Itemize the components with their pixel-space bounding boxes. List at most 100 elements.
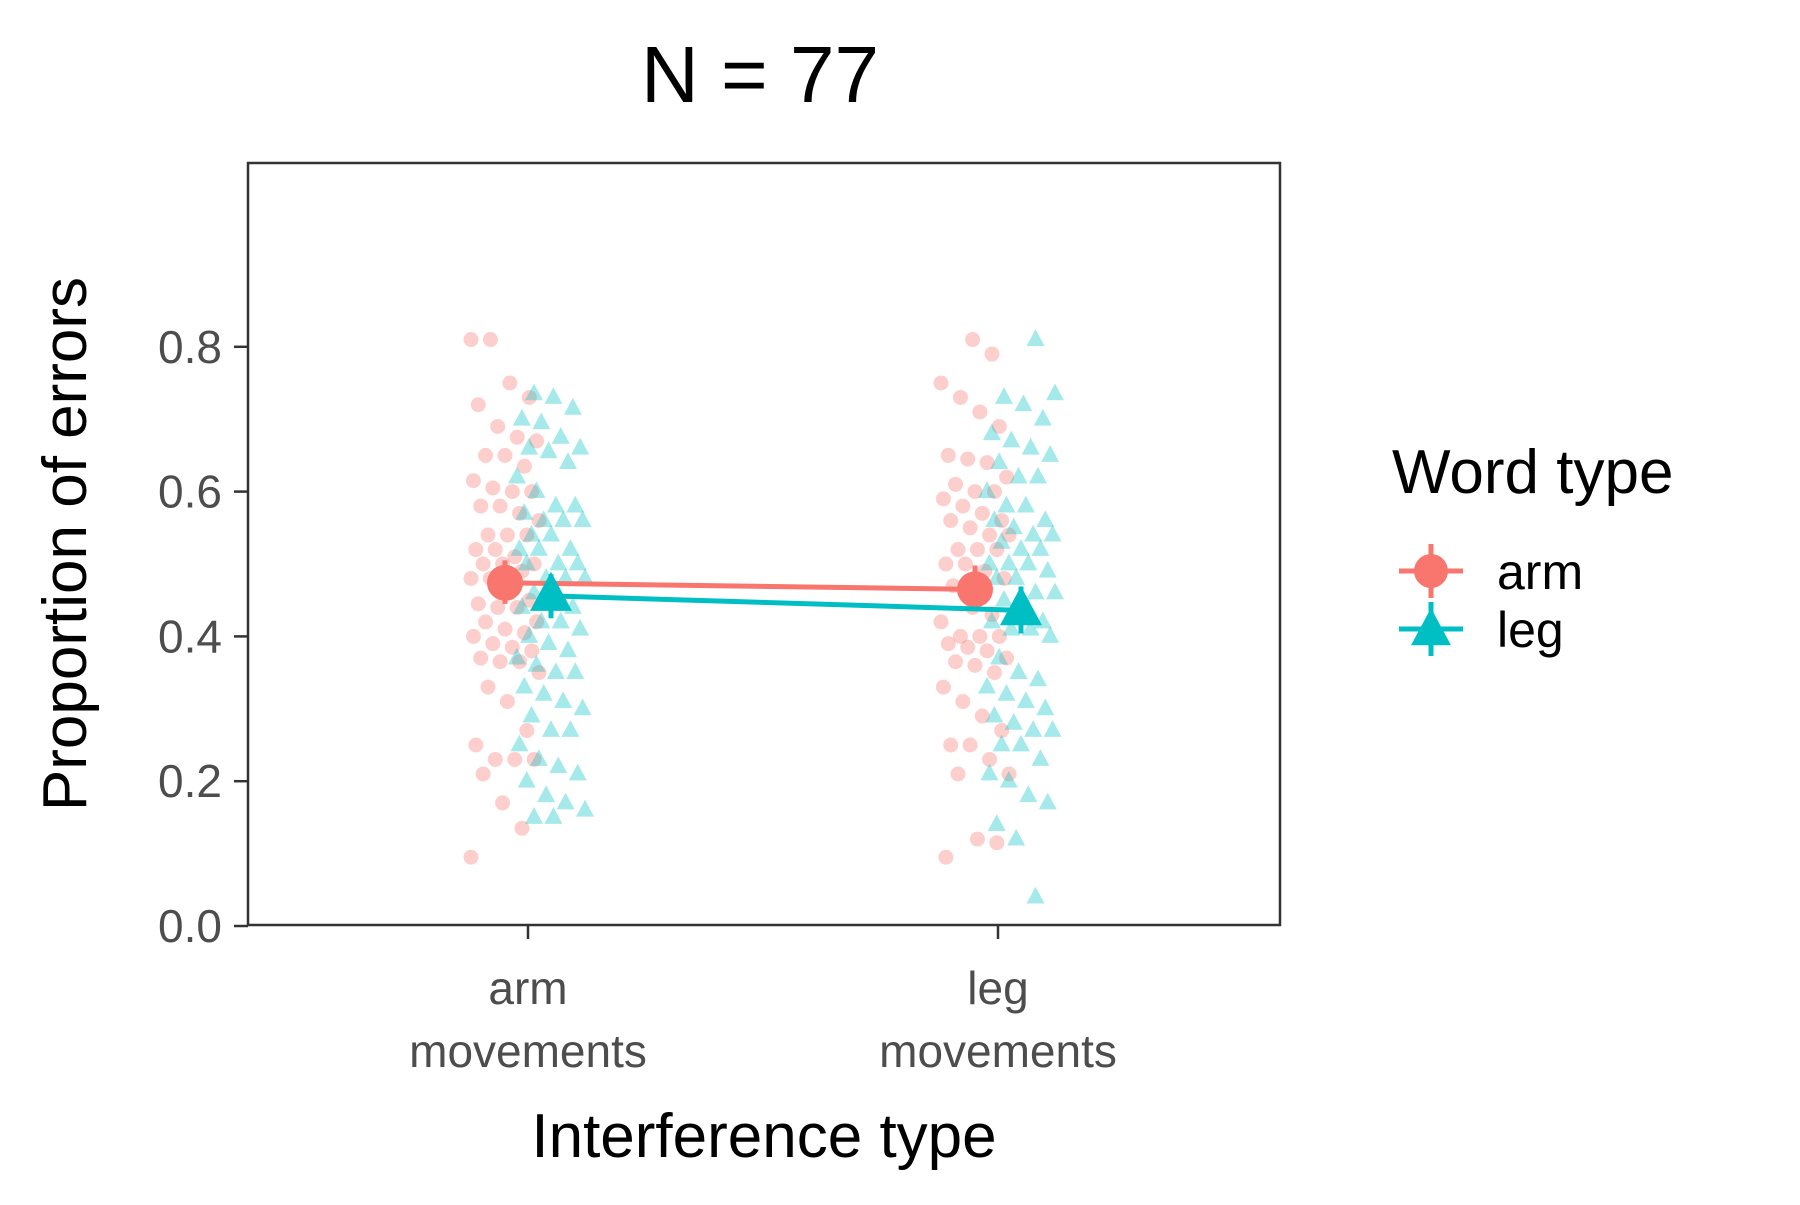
data-point [571,437,590,455]
data-point [521,592,537,608]
data-point [1004,517,1023,535]
legend-key-marker [1411,608,1451,646]
data-point [532,611,551,629]
data-point [526,556,542,572]
data-point [465,628,481,644]
data-point [551,611,570,629]
series-line [504,580,976,592]
data-point [542,720,560,737]
data-point [960,639,976,655]
data-point [1009,662,1028,680]
data-point [556,568,575,585]
data-point [470,596,486,612]
data-point [992,734,1011,752]
data-point [561,539,580,556]
data-point [482,332,498,348]
data-point [566,495,585,513]
data-point [979,455,995,471]
data-point [980,553,999,571]
data-point [525,807,543,824]
data-point [943,737,959,753]
data-point [512,654,528,670]
y-tick-label: 0.4 [158,610,222,662]
data-point [1041,445,1060,462]
data-point [994,723,1010,739]
data-point [532,412,551,430]
summary-markers [487,560,1042,634]
data-point [516,625,532,641]
data-point [566,662,585,680]
y-tick-label: 0.8 [158,321,222,373]
data-point [473,498,489,514]
data-point [549,756,568,774]
data-point [544,807,563,824]
data-point [502,375,518,391]
data-point [468,737,484,753]
data-point [534,683,553,701]
data-point [512,408,531,426]
data-point [962,520,978,536]
data-point [515,676,534,694]
data-point [1012,539,1030,556]
data-point [1031,539,1050,556]
data-point [507,751,523,767]
data-point [497,447,513,463]
data-point [551,426,570,444]
data-point [463,332,479,348]
data-point [524,643,540,659]
data-point [935,679,951,695]
data-point [999,469,1015,485]
data-point [516,458,532,474]
data-point [1029,466,1047,484]
data-point [1007,828,1026,846]
data-point [561,720,580,737]
data-point [967,484,983,500]
y-tick-label: 0.0 [158,900,222,952]
data-point [537,785,556,803]
data-point [999,553,1018,571]
data-point [1024,720,1043,737]
raw-points [463,329,1064,904]
data-point [1026,886,1045,904]
data-point [1001,766,1017,782]
data-point [982,423,1001,441]
data-point [952,389,968,405]
data-point [1043,524,1062,542]
data-point [992,531,1011,549]
data-point [524,484,540,500]
data-point [1014,394,1033,412]
data-point [933,614,949,630]
data-point [1021,618,1040,636]
x-tick-label: movements [879,1025,1117,1077]
mean-marker [957,571,993,608]
data-point [1016,691,1035,708]
data-point [1033,408,1052,426]
data-point [969,542,985,558]
data-point [526,751,542,767]
data-point [974,505,990,521]
data-point [514,820,530,836]
data-point [938,556,954,572]
data-point [490,418,506,434]
data-point [527,481,546,499]
data-point [525,383,543,401]
data-point [950,766,966,782]
data-point [499,527,515,543]
data-point [508,466,526,484]
data-point [546,662,565,680]
data-point [504,639,520,655]
data-point [969,831,985,847]
data-point [559,452,577,470]
data-point [1036,510,1055,527]
data-point [1043,720,1062,737]
data-point [950,542,966,558]
data-point [531,513,547,529]
data-point [972,628,988,644]
x-tick-label: arm [488,962,567,1014]
data-point [507,549,523,565]
data-point [529,749,548,766]
data-point [485,636,501,652]
data-point [576,799,594,817]
